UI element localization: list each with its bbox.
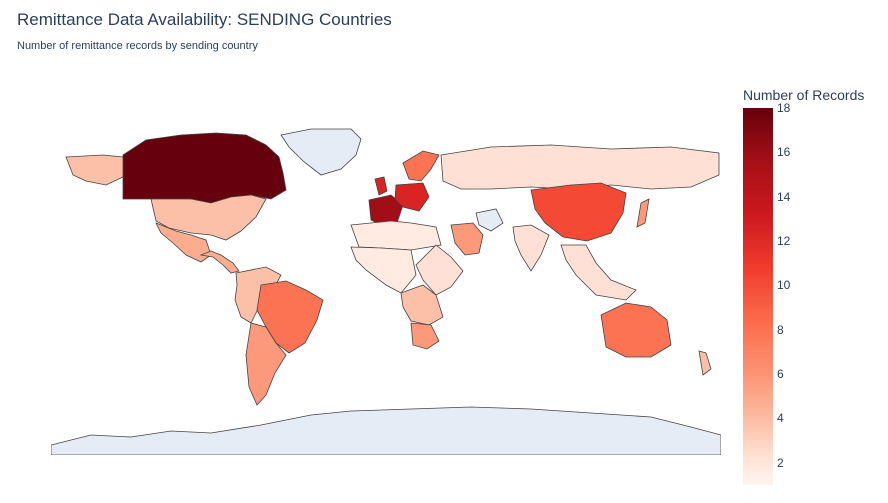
region-alaska-us[interactable] — [65, 154, 124, 186]
region-mexico[interactable] — [155, 222, 212, 263]
chart-subtitle: Number of remittance records by sending … — [17, 40, 258, 52]
region-australia[interactable] — [600, 302, 672, 358]
region-norway-sweden[interactable] — [402, 150, 440, 182]
colorbar-title: Number of Records — [743, 87, 865, 103]
region-china[interactable] — [530, 182, 627, 242]
region-colombia-venezuela-peru[interactable] — [234, 266, 282, 324]
region-united-states[interactable] — [150, 194, 267, 241]
region-saudi-arabia[interactable] — [450, 222, 484, 256]
region-argentina-chile[interactable] — [245, 322, 287, 406]
region-southern-africa[interactable] — [400, 284, 444, 326]
region-germany-central-europe[interactable] — [394, 182, 430, 212]
region-russia[interactable] — [440, 144, 720, 190]
choropleth-map[interactable] — [51, 95, 721, 455]
colorbar-tick-label: 18 — [777, 101, 791, 115]
region-east-africa[interactable] — [415, 244, 464, 296]
region-japan[interactable] — [636, 198, 650, 228]
region-brazil[interactable] — [256, 280, 324, 354]
colorbar-tick-label: 14 — [777, 189, 791, 204]
chart-title: Remittance Data Availability: SENDING Co… — [17, 10, 392, 29]
colorbar-tick-label: 12 — [777, 234, 791, 249]
region-new-zealand[interactable] — [698, 350, 712, 376]
region-greenland[interactable] — [280, 128, 362, 176]
colorbar-tick-label: 4 — [777, 411, 784, 426]
region-north-africa[interactable] — [350, 220, 442, 251]
colorbar-tick-label: 2 — [777, 455, 784, 470]
colorbar-tick-label: 10 — [777, 278, 791, 293]
region-india[interactable] — [512, 224, 550, 272]
colorbar-tick-label: 6 — [777, 367, 784, 382]
colorbar-tick-label: 8 — [777, 322, 784, 337]
region-united-kingdom[interactable] — [374, 176, 388, 196]
region-central-america-caribbean[interactable] — [199, 250, 240, 274]
colorbar — [743, 108, 773, 485]
colorbar-tick-label: 16 — [777, 145, 791, 160]
region-canada[interactable] — [122, 132, 287, 204]
region-south-africa[interactable] — [410, 322, 440, 350]
region-iran[interactable] — [475, 208, 504, 232]
region-southeast-asia[interactable] — [560, 244, 637, 301]
region-antarctica[interactable] — [51, 406, 721, 455]
